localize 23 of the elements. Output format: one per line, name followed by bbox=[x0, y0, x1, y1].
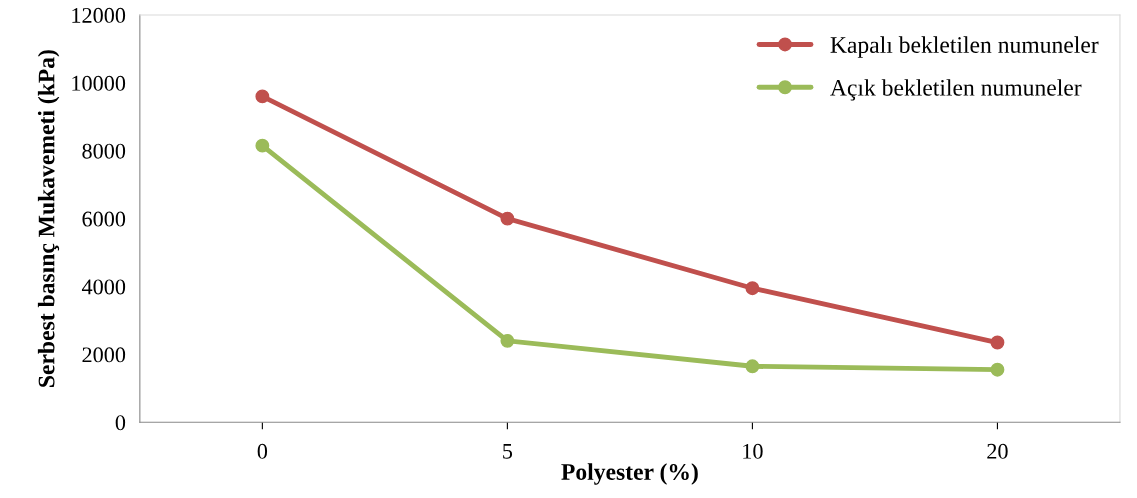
point bbox=[500, 211, 515, 226]
point bbox=[990, 335, 1005, 350]
point bbox=[255, 138, 270, 153]
x-tick-label: 5 bbox=[503, 444, 513, 459]
point bbox=[745, 281, 760, 296]
x-tick-label: 10 bbox=[743, 443, 763, 459]
point bbox=[255, 89, 270, 104]
y-tick-label: 8000 bbox=[82, 143, 126, 159]
x-tick-label: 20 bbox=[987, 443, 1008, 459]
legend-label: Açık bekletilen numuneler bbox=[830, 79, 1082, 101]
x-tick-label: 0 bbox=[257, 443, 268, 459]
y-tick-label: 10000 bbox=[72, 75, 126, 91]
y-tick-label: 4000 bbox=[81, 279, 126, 295]
y-tick-label: 2000 bbox=[82, 347, 126, 363]
y-tick-label: 0 bbox=[115, 415, 126, 431]
y-tick-label: 12000 bbox=[72, 7, 126, 23]
legend-label: Kapalı bekletilen numuneler bbox=[830, 36, 1099, 58]
x-axis-title: Polyester (%) bbox=[561, 463, 698, 485]
point bbox=[990, 362, 1005, 377]
point bbox=[500, 333, 515, 348]
y-tick-label: 6000 bbox=[82, 211, 126, 227]
y-axis-title: Serbest basınç Mukavemeti (kPa) bbox=[37, 50, 60, 387]
point bbox=[745, 359, 760, 374]
